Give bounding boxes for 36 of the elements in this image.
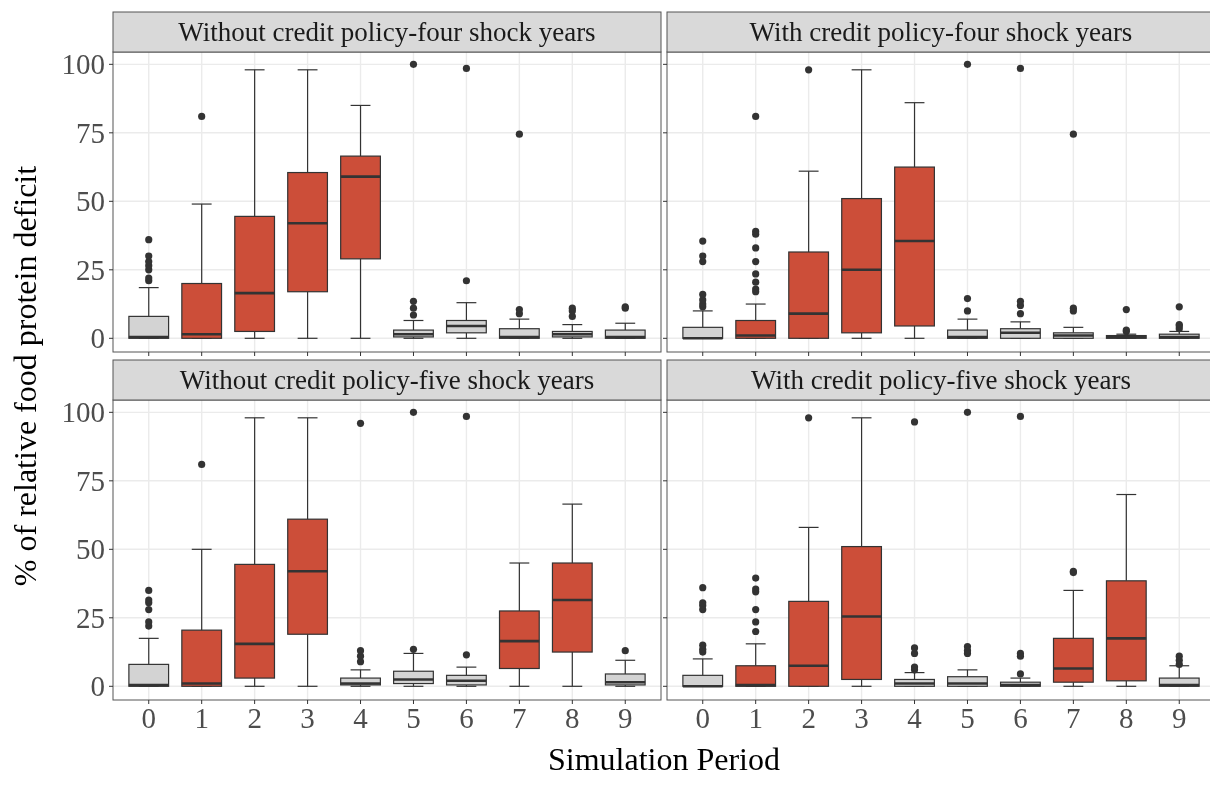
y-tick-label: 0 (90, 670, 105, 703)
y-tick-label: 25 (76, 253, 105, 286)
chart-title: With credit policy-four shock years (749, 17, 1133, 48)
x-tick-label: 6 (1013, 702, 1028, 734)
x-tick-label: 9 (618, 702, 633, 734)
x-tick-label: 5 (960, 702, 975, 734)
x-tick-label: 7 (1066, 702, 1081, 734)
x-tick-label: 3 (854, 702, 869, 734)
x-tick-label: 6 (459, 702, 474, 734)
x-tick-label: 0 (141, 702, 156, 734)
x-tick-label: 4 (353, 702, 369, 734)
x-tick-label: 5 (406, 702, 421, 734)
x-axis-title: Simulation Period (548, 741, 780, 777)
y-tick-label: 75 (76, 116, 105, 149)
chart-title: Without credit policy-four shock years (178, 17, 596, 48)
y-axis-title: % of relative food protein deficit (7, 165, 43, 587)
chart-title: With credit policy-five shock years (751, 365, 1131, 396)
x-tick-label: 7 (512, 702, 527, 734)
y-tick-label: 50 (76, 185, 105, 218)
x-tick-label: 2 (247, 702, 262, 734)
chart-title: Without credit policy-five shock years (179, 365, 595, 396)
x-tick-label: 1 (748, 702, 763, 734)
x-tick-label: 2 (801, 702, 816, 734)
x-tick-label: 9 (1172, 702, 1187, 734)
y-tick-label: 100 (61, 396, 105, 429)
x-tick-label: 1 (194, 702, 209, 734)
x-tick-label: 8 (565, 702, 580, 734)
x-tick-label: 3 (300, 702, 315, 734)
y-tick-label: 0 (90, 322, 105, 355)
x-tick-label: 0 (695, 702, 710, 734)
y-tick-label: 75 (76, 464, 105, 497)
y-tick-label: 25 (76, 601, 105, 634)
x-tick-label: 8 (1119, 702, 1134, 734)
y-tick-label: 100 (61, 48, 105, 81)
y-tick-label: 50 (76, 533, 105, 566)
x-tick-label: 4 (907, 702, 923, 734)
